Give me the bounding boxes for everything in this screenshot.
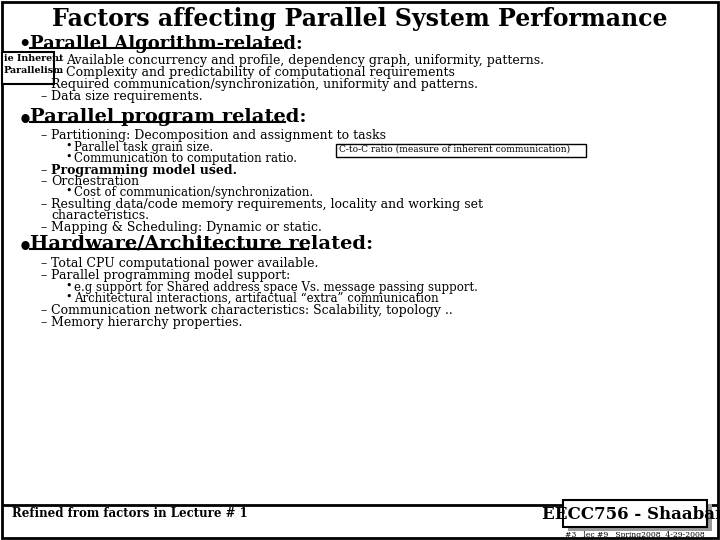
Text: –: – bbox=[40, 90, 46, 103]
Text: Parallel Algorithm-related:: Parallel Algorithm-related: bbox=[30, 35, 302, 53]
Bar bbox=[568, 504, 712, 531]
Text: –: – bbox=[55, 54, 61, 67]
Text: ie Inherent: ie Inherent bbox=[4, 54, 63, 63]
Text: –: – bbox=[40, 78, 46, 91]
Text: –: – bbox=[40, 175, 46, 188]
Text: Parallel task grain size.: Parallel task grain size. bbox=[74, 141, 213, 154]
Text: Partitioning: Decomposition and assignment to tasks: Partitioning: Decomposition and assignme… bbox=[51, 129, 386, 142]
Text: C-to-C ratio (measure of inherent communication): C-to-C ratio (measure of inherent commun… bbox=[339, 145, 570, 154]
Text: Factors affecting Parallel System Performance: Factors affecting Parallel System Perfor… bbox=[53, 7, 667, 31]
Text: Resulting data/code memory requirements, locality and working set: Resulting data/code memory requirements,… bbox=[51, 198, 483, 211]
Text: Programming model used.: Programming model used. bbox=[51, 164, 237, 177]
Text: Refined from factors in Lecture # 1: Refined from factors in Lecture # 1 bbox=[12, 507, 248, 520]
Text: Data size requirements.: Data size requirements. bbox=[51, 90, 202, 103]
Text: –: – bbox=[40, 198, 46, 211]
Text: Memory hierarchy properties.: Memory hierarchy properties. bbox=[51, 316, 243, 329]
Text: •: • bbox=[18, 35, 30, 53]
Text: Parallel programming model support:: Parallel programming model support: bbox=[51, 269, 290, 282]
Text: –: – bbox=[40, 257, 46, 270]
Text: Parallel program related:: Parallel program related: bbox=[30, 108, 307, 126]
Bar bbox=[2, 52, 54, 84]
Text: Cost of communication/synchronization.: Cost of communication/synchronization. bbox=[74, 186, 313, 199]
Text: •: • bbox=[18, 235, 33, 259]
Text: Parallelism: Parallelism bbox=[4, 66, 64, 75]
Text: Communication network characteristics: Scalability, topology ..: Communication network characteristics: S… bbox=[51, 304, 453, 317]
Text: Complexity and predictability of computational requirements: Complexity and predictability of computa… bbox=[66, 66, 455, 79]
Text: •: • bbox=[65, 141, 71, 151]
Text: –: – bbox=[40, 316, 46, 329]
Text: characteristics.: characteristics. bbox=[51, 209, 149, 222]
Text: •: • bbox=[65, 186, 71, 196]
Text: EECC756 - Shaaban: EECC756 - Shaaban bbox=[542, 506, 720, 523]
Bar bbox=[336, 144, 586, 157]
Text: Orchestration: Orchestration bbox=[51, 175, 139, 188]
Text: –: – bbox=[40, 221, 46, 234]
Text: #3   lec #9   Spring2008  4-29-2008: #3 lec #9 Spring2008 4-29-2008 bbox=[565, 531, 705, 539]
Text: •: • bbox=[65, 292, 71, 302]
Bar bbox=[563, 500, 707, 527]
Text: Hardware/Architecture related:: Hardware/Architecture related: bbox=[30, 235, 373, 253]
Text: •: • bbox=[18, 108, 33, 132]
Text: –: – bbox=[40, 129, 46, 142]
Text: Mapping & Scheduling: Dynamic or static.: Mapping & Scheduling: Dynamic or static. bbox=[51, 221, 322, 234]
Text: –: – bbox=[40, 164, 46, 177]
Text: Architectural interactions, artifactual “extra” communication: Architectural interactions, artifactual … bbox=[74, 292, 438, 305]
Text: Total CPU computational power available.: Total CPU computational power available. bbox=[51, 257, 318, 270]
Text: –: – bbox=[40, 269, 46, 282]
Text: Available concurrency and profile, dependency graph, uniformity, patterns.: Available concurrency and profile, depen… bbox=[66, 54, 544, 67]
Text: –: – bbox=[55, 66, 61, 79]
Text: •: • bbox=[65, 281, 71, 291]
Text: •: • bbox=[65, 152, 71, 162]
Text: e.g support for Shared address space Vs. message passing support.: e.g support for Shared address space Vs.… bbox=[74, 281, 478, 294]
Text: Required communication/synchronization, uniformity and patterns.: Required communication/synchronization, … bbox=[51, 78, 478, 91]
Text: Communication to computation ratio.: Communication to computation ratio. bbox=[74, 152, 297, 165]
Text: –: – bbox=[40, 304, 46, 317]
